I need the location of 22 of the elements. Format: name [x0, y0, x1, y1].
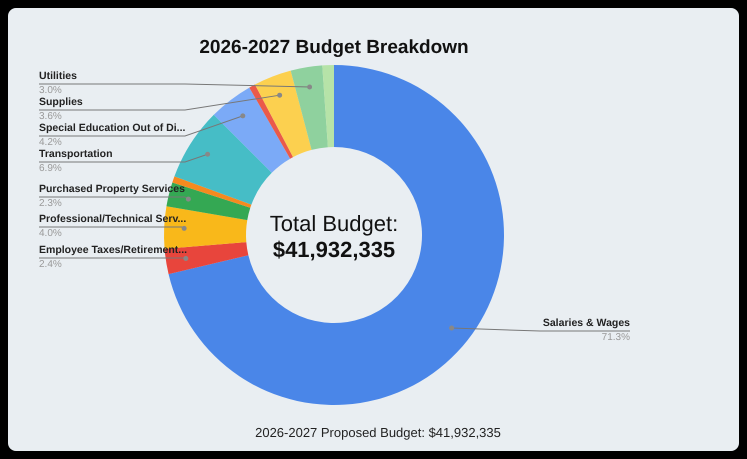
data-label: 4.2% — [39, 137, 62, 148]
donut-slice — [214, 88, 290, 173]
data-label: 3.6% — [39, 111, 62, 122]
data-label: 6.9% — [39, 163, 62, 174]
slice-label: Transportation — [39, 148, 113, 160]
slice-label: Utilities — [39, 70, 78, 82]
chart-title: 2026-2027 Budget Breakdown — [199, 37, 469, 58]
data-label: 2.3% — [39, 198, 62, 209]
data-label: 4.0% — [39, 228, 62, 239]
donut-slice — [254, 70, 312, 158]
data-label: 3.0% — [39, 85, 62, 96]
slice-label: Supplies — [39, 96, 83, 108]
text: 2026-2027 Proposed Budget: $41,932,335 — [255, 425, 501, 440]
donut-slice — [290, 65, 328, 150]
data-label: 2.4% — [39, 259, 62, 270]
text: $41,932,335 — [272, 237, 396, 262]
slice-label: Salaries & Wages — [542, 317, 630, 330]
donut-slice — [249, 84, 294, 159]
slice-label: Special Education Out of Di... — [39, 122, 186, 134]
data-label: 71.3% — [602, 332, 630, 344]
donut-slice — [322, 65, 334, 148]
text: Total Budget: — [270, 211, 398, 236]
